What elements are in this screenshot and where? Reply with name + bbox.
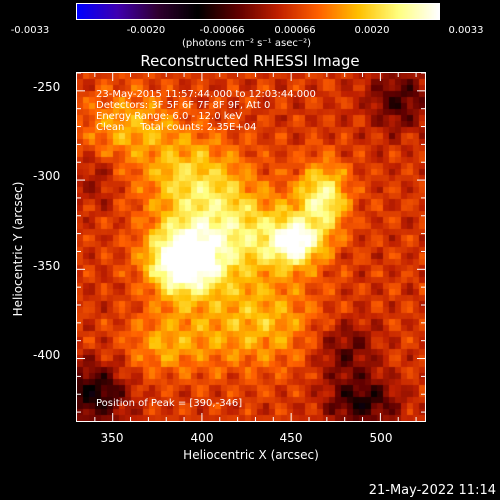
footer-timestamp: 21-May-2022 11:14 [368, 483, 496, 498]
y-tick-label: -300 [33, 169, 61, 183]
colorbar-tick-label: 0.00066 [274, 25, 316, 36]
y-axis-label: Heliocentric Y (arcsec) [11, 181, 25, 317]
info-energy-range: Energy Range: 6.0 - 12.0 keV [96, 111, 243, 122]
rhessi-heatmap [77, 73, 425, 421]
x-tick-label: 500 [369, 431, 393, 445]
x-axis-label: Heliocentric X (arcsec) [183, 448, 319, 462]
colorbar-unit-label: (photons cm⁻² s⁻¹ asec⁻²) [182, 38, 312, 49]
colorbar-tick-label: -0.00066 [199, 25, 245, 36]
y-tick-label: -400 [33, 348, 61, 362]
colorbar-tick-label: -0.0020 [126, 25, 166, 36]
plot-frame: 23-May-2015 11:57:44.000 to 12:03:44.000… [76, 72, 426, 422]
info-clean-counts: Clean Total counts: 2.35E+04 [96, 122, 257, 133]
y-tick-label: -250 [33, 80, 61, 94]
colorbar [76, 3, 440, 20]
colorbar-tick-label: 0.0033 [448, 25, 484, 36]
y-tick-label: -350 [33, 259, 61, 273]
axis-ticks [77, 73, 425, 421]
info-detectors: Detectors: 3F 5F 6F 7F 8F 9F, Att 0 [96, 100, 271, 111]
plot-title: Reconstructed RHESSI Image [140, 52, 360, 70]
x-tick-label: 450 [279, 431, 303, 445]
colorbar-tick-label: 0.0020 [354, 25, 390, 36]
colorbar-tick-label: -0.0033 [10, 25, 50, 36]
x-tick-label: 400 [190, 431, 214, 445]
info-time-range: 23-May-2015 11:57:44.000 to 12:03:44.000 [96, 89, 316, 100]
x-tick-label: 350 [100, 431, 124, 445]
info-peak-position: Position of Peak = [390,-346] [96, 398, 243, 409]
